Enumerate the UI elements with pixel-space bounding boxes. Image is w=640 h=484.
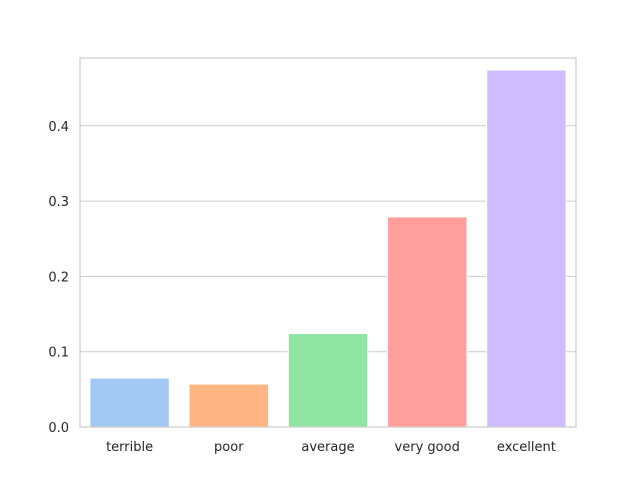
y-tick-label: 0.1 bbox=[48, 346, 69, 361]
y-tick-label: 0.4 bbox=[48, 120, 69, 135]
x-axis-ticks: terrible poor average very good excellent bbox=[106, 440, 556, 455]
y-tick-label: 0.0 bbox=[48, 421, 69, 436]
bars bbox=[89, 69, 567, 428]
bar-poor bbox=[188, 383, 269, 428]
x-tick-label: excellent bbox=[497, 440, 556, 455]
x-tick-label: very good bbox=[395, 440, 460, 455]
y-tick-label: 0.2 bbox=[48, 270, 69, 285]
plot-frame bbox=[79, 57, 577, 428]
x-tick-label: terrible bbox=[106, 440, 153, 455]
bar-excellent bbox=[486, 69, 567, 428]
x-tick-label: average bbox=[301, 440, 354, 455]
bar-terrible bbox=[89, 377, 170, 428]
x-tick-label: poor bbox=[214, 440, 244, 455]
y-tick-label: 0.3 bbox=[48, 195, 69, 210]
bar-very-good bbox=[387, 216, 468, 428]
y-axis-ticks: 0.0 0.1 0.2 0.3 0.4 bbox=[48, 120, 69, 436]
bar-average bbox=[287, 333, 369, 428]
